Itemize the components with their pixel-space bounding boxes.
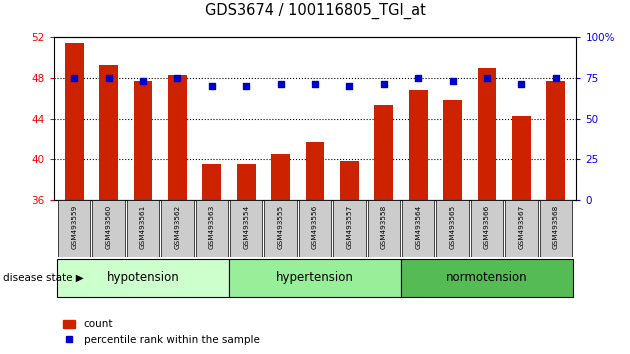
Text: GSM493557: GSM493557 xyxy=(346,205,352,249)
Point xyxy=(275,81,285,87)
Text: GSM493566: GSM493566 xyxy=(484,205,490,249)
Bar xyxy=(443,100,462,200)
Point xyxy=(379,81,389,87)
Text: GSM493562: GSM493562 xyxy=(175,205,180,249)
Text: GSM493563: GSM493563 xyxy=(209,205,215,249)
Text: GSM493555: GSM493555 xyxy=(278,205,284,249)
Point xyxy=(482,75,492,81)
Bar xyxy=(230,200,262,257)
Bar xyxy=(409,90,428,200)
Bar xyxy=(478,68,496,200)
Bar xyxy=(93,200,125,257)
Text: hypertension: hypertension xyxy=(276,270,354,284)
Legend: count, percentile rank within the sample: count, percentile rank within the sample xyxy=(59,315,264,349)
Bar xyxy=(402,200,434,257)
Point xyxy=(413,75,423,81)
Bar xyxy=(237,164,256,200)
Bar xyxy=(58,200,90,257)
Bar xyxy=(368,200,400,257)
Bar xyxy=(65,43,84,200)
Point xyxy=(447,78,457,84)
Point xyxy=(103,75,113,81)
Bar xyxy=(134,81,152,200)
Bar xyxy=(196,200,228,257)
Text: normotension: normotension xyxy=(446,270,528,284)
Text: GSM493564: GSM493564 xyxy=(415,205,421,249)
Bar xyxy=(202,164,221,200)
Text: GDS3674 / 100116805_TGI_at: GDS3674 / 100116805_TGI_at xyxy=(205,3,425,19)
Bar xyxy=(127,200,159,257)
Bar xyxy=(265,200,297,257)
Text: GSM493561: GSM493561 xyxy=(140,205,146,249)
Text: GSM493567: GSM493567 xyxy=(518,205,524,249)
Text: GSM493554: GSM493554 xyxy=(243,205,249,249)
Bar xyxy=(99,65,118,200)
Bar xyxy=(540,200,572,257)
Bar xyxy=(471,200,503,257)
Point xyxy=(241,83,251,89)
Text: GSM493559: GSM493559 xyxy=(71,205,77,249)
Text: GSM493558: GSM493558 xyxy=(381,205,387,249)
Bar xyxy=(401,259,573,297)
Bar xyxy=(306,142,324,200)
Point xyxy=(517,81,527,87)
Bar xyxy=(57,259,229,297)
Text: GSM493556: GSM493556 xyxy=(312,205,318,249)
Text: GSM493565: GSM493565 xyxy=(450,205,455,249)
Bar xyxy=(333,200,365,257)
Bar xyxy=(512,115,531,200)
Point xyxy=(173,75,183,81)
Bar xyxy=(168,75,187,200)
Point xyxy=(207,83,217,89)
Bar xyxy=(299,200,331,257)
Bar xyxy=(546,81,565,200)
Text: GSM493560: GSM493560 xyxy=(106,205,112,249)
Text: disease state ▶: disease state ▶ xyxy=(3,273,84,283)
Text: GSM493568: GSM493568 xyxy=(553,205,559,249)
Point xyxy=(138,78,148,84)
Point xyxy=(310,81,320,87)
Bar xyxy=(505,200,537,257)
Bar xyxy=(340,161,359,200)
Bar xyxy=(229,259,401,297)
Bar xyxy=(271,154,290,200)
Bar xyxy=(437,200,469,257)
Bar xyxy=(161,200,193,257)
Point xyxy=(345,83,355,89)
Point xyxy=(551,75,561,81)
Point xyxy=(69,75,79,81)
Text: hypotension: hypotension xyxy=(106,270,180,284)
Bar xyxy=(374,105,393,200)
